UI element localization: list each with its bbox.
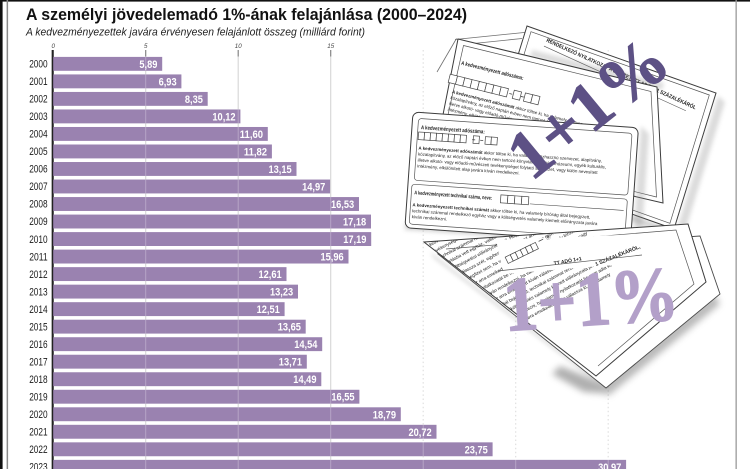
svg-text:18,79: 18,79 bbox=[373, 409, 396, 421]
svg-text:2001: 2001 bbox=[29, 76, 47, 88]
svg-text:11,60: 11,60 bbox=[240, 129, 263, 141]
svg-text:11,82: 11,82 bbox=[244, 146, 267, 158]
svg-text:2004: 2004 bbox=[29, 129, 47, 141]
svg-text:12,61: 12,61 bbox=[259, 269, 283, 281]
svg-text:8,35: 8,35 bbox=[185, 94, 204, 106]
svg-text:17,19: 17,19 bbox=[343, 234, 366, 246]
svg-text:16,53: 16,53 bbox=[331, 199, 354, 211]
svg-text:2011: 2011 bbox=[29, 251, 47, 263]
svg-text:2014: 2014 bbox=[29, 304, 47, 316]
svg-text:2000: 2000 bbox=[29, 59, 47, 71]
svg-text:2023: 2023 bbox=[29, 462, 47, 469]
svg-text:5,89: 5,89 bbox=[139, 59, 157, 71]
svg-text:2015: 2015 bbox=[29, 321, 47, 333]
svg-text:13,65: 13,65 bbox=[278, 322, 302, 334]
svg-text:14,49: 14,49 bbox=[293, 374, 316, 386]
svg-text:2007: 2007 bbox=[29, 181, 47, 193]
svg-text:2003: 2003 bbox=[29, 111, 47, 123]
svg-text:30,97: 30,97 bbox=[598, 462, 621, 469]
svg-text:13,71: 13,71 bbox=[279, 357, 303, 369]
svg-text:14,97: 14,97 bbox=[302, 181, 325, 193]
svg-text:2010: 2010 bbox=[29, 234, 47, 246]
svg-text:2021: 2021 bbox=[29, 426, 47, 438]
svg-text:10: 10 bbox=[235, 43, 242, 50]
svg-text:2005: 2005 bbox=[29, 146, 47, 158]
svg-text:5: 5 bbox=[144, 43, 148, 50]
svg-text:13,23: 13,23 bbox=[270, 287, 293, 299]
svg-text:1+1%: 1+1% bbox=[500, 250, 681, 348]
svg-text:10,12: 10,12 bbox=[212, 111, 235, 123]
svg-text:2016: 2016 bbox=[29, 339, 47, 351]
svg-text:A személyi jövedelemadó 1%-ána: A személyi jövedelemadó 1%-ának felajánl… bbox=[26, 6, 467, 24]
svg-text:14,54: 14,54 bbox=[294, 339, 318, 351]
svg-text:2013: 2013 bbox=[29, 286, 47, 298]
svg-text:2002: 2002 bbox=[29, 94, 47, 106]
svg-text:13,15: 13,15 bbox=[269, 164, 293, 176]
svg-text:2009: 2009 bbox=[29, 216, 47, 228]
svg-text:2022: 2022 bbox=[29, 444, 47, 456]
svg-text:2008: 2008 bbox=[29, 199, 47, 211]
svg-text:6,93: 6,93 bbox=[159, 76, 177, 88]
svg-text:0: 0 bbox=[51, 43, 55, 50]
svg-text:A kedvezményezettek javára érv: A kedvezményezettek javára érvényesen fe… bbox=[25, 26, 365, 38]
svg-text:2017: 2017 bbox=[29, 356, 47, 368]
svg-text:2020: 2020 bbox=[29, 409, 47, 421]
svg-text:12,51: 12,51 bbox=[257, 304, 281, 316]
svg-text:20,72: 20,72 bbox=[409, 427, 432, 439]
svg-text:23,75: 23,75 bbox=[465, 444, 489, 456]
svg-text:16,55: 16,55 bbox=[331, 392, 355, 404]
svg-text:15,96: 15,96 bbox=[321, 252, 344, 264]
svg-text:2018: 2018 bbox=[29, 374, 47, 386]
svg-text:2012: 2012 bbox=[29, 269, 47, 281]
svg-text:17,18: 17,18 bbox=[343, 217, 366, 229]
svg-text:2006: 2006 bbox=[29, 164, 47, 176]
svg-text:15: 15 bbox=[327, 43, 334, 50]
svg-text:2019: 2019 bbox=[29, 391, 47, 403]
